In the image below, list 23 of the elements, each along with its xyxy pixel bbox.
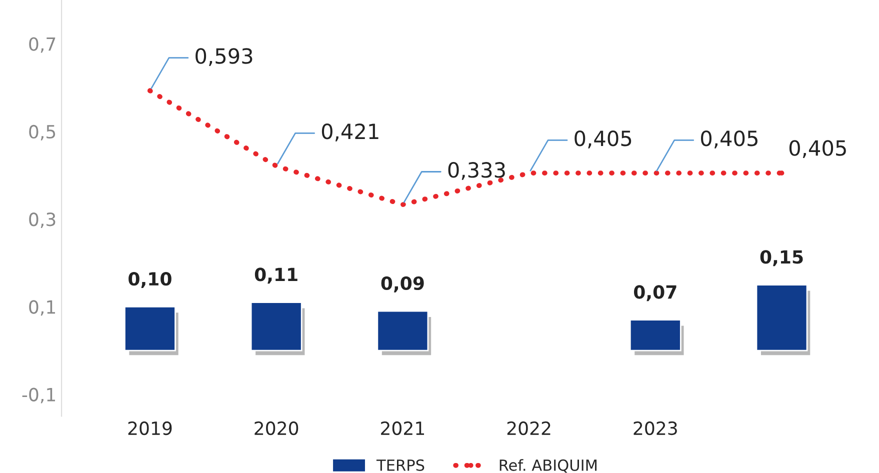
y-tick-label: 0,1 xyxy=(29,300,55,316)
y-tick-label: 0,7 xyxy=(29,37,56,53)
legend-label: Ref. ABIQUIM xyxy=(500,459,597,473)
y-tick-label: -0,1 xyxy=(22,388,56,404)
data-label: 0,405 xyxy=(701,130,758,148)
data-label: 0,405 xyxy=(574,130,632,148)
data-label: 0,10 xyxy=(128,272,172,288)
data-label: 0,593 xyxy=(196,48,252,66)
x-tick-label: 2020 xyxy=(254,421,298,436)
x-tick-label: 2023 xyxy=(634,421,677,436)
data-label: 0,333 xyxy=(448,162,505,180)
y-tick-label: 0,5 xyxy=(29,124,56,140)
x-tick-label: 2019 xyxy=(128,421,172,436)
data-label: 0,421 xyxy=(322,123,378,142)
x-tick-label: 2022 xyxy=(507,421,550,436)
data-label: 0,405 xyxy=(789,140,846,158)
data-label: 0,11 xyxy=(254,268,298,284)
y-tick-label: 0,3 xyxy=(29,212,56,228)
legend-label: TERPS xyxy=(376,459,424,471)
x-tick-label: 2021 xyxy=(381,421,424,436)
data-label: 0,07 xyxy=(634,285,676,302)
data-label: 0,09 xyxy=(381,276,424,292)
data-label: 0,15 xyxy=(760,250,803,266)
